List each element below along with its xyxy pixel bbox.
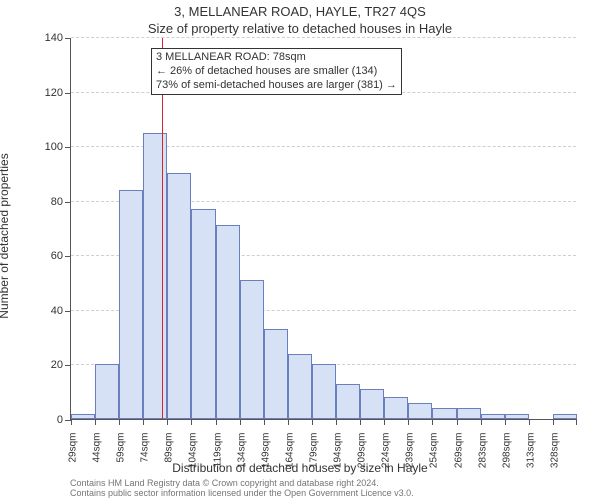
x-tick <box>336 419 337 425</box>
x-tick <box>481 419 482 425</box>
y-tick <box>65 147 71 148</box>
histogram-bar <box>553 414 577 419</box>
x-tick <box>408 419 409 425</box>
histogram-bar <box>191 209 215 419</box>
x-tick <box>216 419 217 425</box>
x-tick <box>312 419 313 425</box>
gridline <box>71 37 576 38</box>
x-tick <box>384 419 385 425</box>
histogram-bar <box>481 414 505 419</box>
chart-title-sub: Size of property relative to detached ho… <box>0 21 600 36</box>
histogram-bar <box>312 364 336 419</box>
y-tick <box>65 93 71 94</box>
x-tick <box>119 419 120 425</box>
y-tick-label: 120 <box>31 87 63 99</box>
footnote-line2: Contains public sector information licen… <box>70 488 414 498</box>
x-tick <box>95 419 96 425</box>
y-tick <box>65 202 71 203</box>
histogram-bar <box>505 414 529 419</box>
histogram-bar <box>143 133 167 420</box>
histogram-bar <box>216 225 240 419</box>
x-tick <box>167 419 168 425</box>
histogram-bar <box>71 414 95 419</box>
footnote: Contains HM Land Registry data © Crown c… <box>70 478 414 499</box>
histogram-bar <box>432 408 456 419</box>
annotation-box: 3 MELLANEAR ROAD: 78sqm← 26% of detached… <box>151 48 402 95</box>
y-tick <box>65 256 71 257</box>
y-tick-label: 60 <box>31 250 63 262</box>
x-tick <box>71 419 72 425</box>
x-axis-label: Distribution of detached houses by size … <box>0 461 600 475</box>
chart-root: { "title_main": "3, MELLANEAR ROAD, HAYL… <box>0 0 600 500</box>
histogram-bar <box>336 384 360 419</box>
histogram-bar <box>119 190 143 419</box>
x-tick <box>432 419 433 425</box>
y-tick <box>65 38 71 39</box>
x-tick <box>143 419 144 425</box>
y-tick <box>65 365 71 366</box>
annotation-line: 3 MELLANEAR ROAD: 78sqm <box>156 51 397 65</box>
y-tick-label: 140 <box>31 32 63 44</box>
x-tick <box>360 419 361 425</box>
y-tick <box>65 311 71 312</box>
annotation-line: ← 26% of detached houses are smaller (13… <box>156 65 397 79</box>
histogram-bar <box>95 364 119 419</box>
y-tick-label: 40 <box>31 305 63 317</box>
y-tick-label: 0 <box>31 414 63 426</box>
histogram-bar <box>360 389 384 419</box>
histogram-bar <box>264 329 288 419</box>
annotation-line: 73% of semi-detached houses are larger (… <box>156 79 397 93</box>
x-tick <box>264 419 265 425</box>
x-tick <box>240 419 241 425</box>
plot-area: 02040608010012014029sqm44sqm59sqm74sqm89… <box>70 38 576 420</box>
y-tick-label: 80 <box>31 196 63 208</box>
x-tick <box>529 419 530 425</box>
footnote-line1: Contains HM Land Registry data © Crown c… <box>70 478 414 488</box>
y-axis-label: Number of detached properties <box>0 153 11 318</box>
histogram-bar <box>457 408 481 419</box>
histogram-bar <box>240 280 264 419</box>
y-tick-label: 20 <box>31 359 63 371</box>
histogram-bar <box>288 354 312 419</box>
x-tick <box>505 419 506 425</box>
x-tick <box>576 419 577 425</box>
x-tick <box>553 419 554 425</box>
y-tick-label: 100 <box>31 141 63 153</box>
x-tick <box>288 419 289 425</box>
chart-title-main: 3, MELLANEAR ROAD, HAYLE, TR27 4QS <box>0 4 600 19</box>
histogram-bar <box>167 173 191 419</box>
x-tick <box>191 419 192 425</box>
x-tick <box>457 419 458 425</box>
histogram-bar <box>408 403 432 419</box>
histogram-bar <box>384 397 408 419</box>
